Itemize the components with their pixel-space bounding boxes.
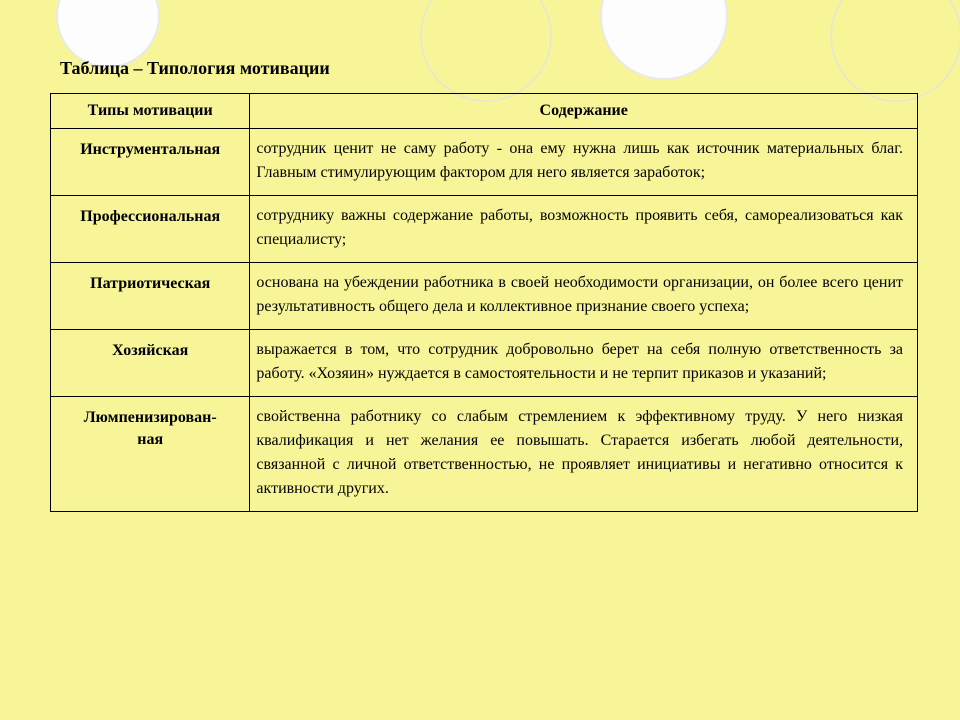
motivation-description: сотруднику важны содержание работы, возм…	[250, 196, 918, 263]
motivation-type: Люмпенизирован-ная	[51, 397, 250, 512]
motivation-type: Инструментальная	[51, 129, 250, 196]
motivation-table: Типы мотивации Содержание Инструментальн…	[50, 93, 918, 512]
col-header-type: Типы мотивации	[51, 94, 250, 129]
motivation-description: основана на убеждении работника в своей …	[250, 263, 918, 330]
table-body: Инструментальнаясотрудник ценит не саму …	[51, 129, 918, 512]
col-header-content: Содержание	[250, 94, 918, 129]
table-row: Хозяйскаявыражается в том, что сотрудник…	[51, 330, 918, 397]
motivation-description: свойственна работнику со слабым стремлен…	[250, 397, 918, 512]
slide: Таблица – Типология мотивации Типы мотив…	[0, 0, 960, 536]
table-row: Инструментальнаясотрудник ценит не саму …	[51, 129, 918, 196]
motivation-type: Хозяйская	[51, 330, 250, 397]
motivation-description: сотрудник ценит не саму работу - она ему…	[250, 129, 918, 196]
motivation-description: выражается в том, что сотрудник добровол…	[250, 330, 918, 397]
slide-title: Таблица – Типология мотивации	[50, 58, 918, 79]
table-row: Люмпенизирован-наясвойственна работнику …	[51, 397, 918, 512]
motivation-type: Профессиональная	[51, 196, 250, 263]
motivation-type: Патриотическая	[51, 263, 250, 330]
table-header-row: Типы мотивации Содержание	[51, 94, 918, 129]
table-row: Патриотическаяоснована на убеждении рабо…	[51, 263, 918, 330]
table-row: Профессиональнаясотруднику важны содержа…	[51, 196, 918, 263]
